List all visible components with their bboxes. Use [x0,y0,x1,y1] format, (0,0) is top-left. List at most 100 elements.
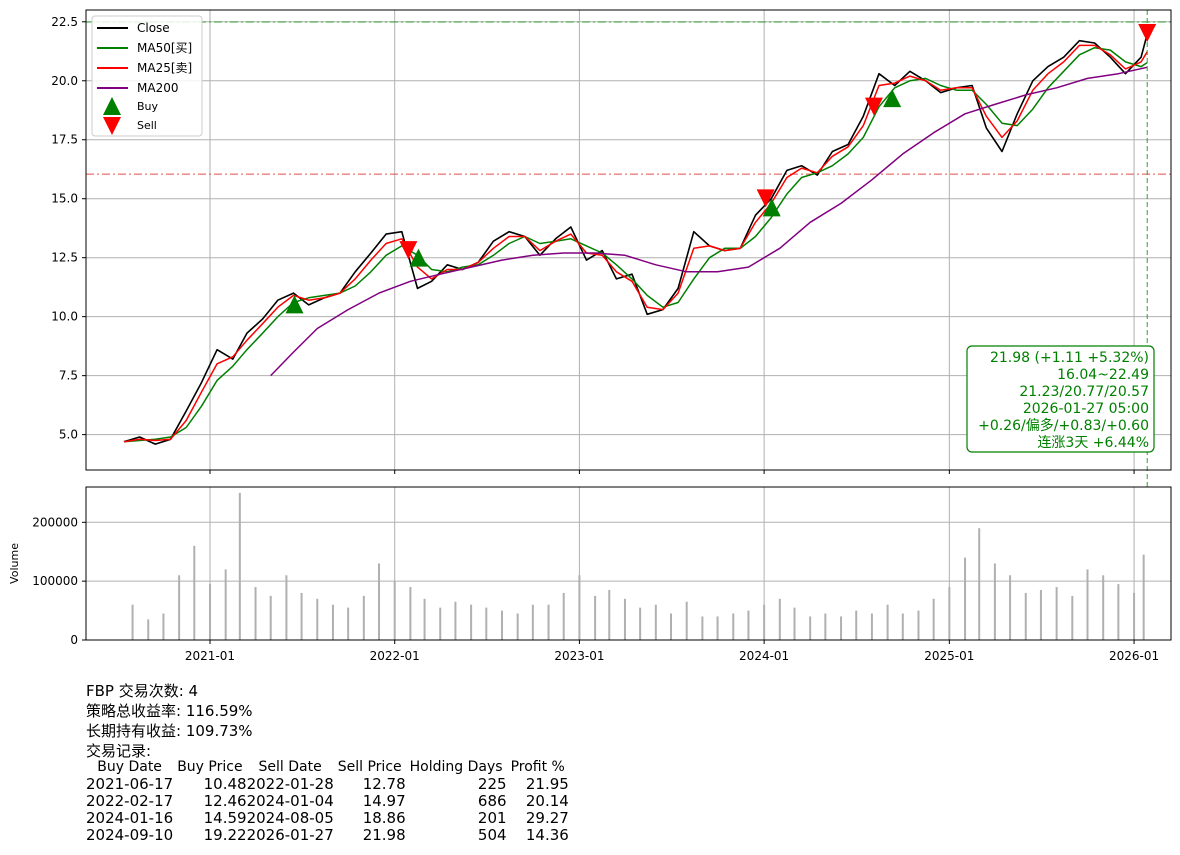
volume-bar [269,595,272,640]
volume-bar [1039,589,1042,640]
volume-bar [932,598,935,640]
volume-axis-label: Volume [8,543,21,584]
volume-bar [948,587,951,640]
volume-bar [285,575,288,640]
volume-bar [238,492,241,640]
volume-y-tick-label: 0 [70,633,78,647]
volume-bar [254,587,257,640]
volume-bar [1055,587,1058,640]
annotation-line: 21.23/20.77/20.57 [1019,384,1149,400]
volume-bar [470,604,473,640]
volume-bar [840,616,843,640]
volume-bar [639,607,642,640]
volume-bar [1086,569,1089,640]
volume-bar [393,581,396,640]
x-tick-label: 2026-01 [1109,649,1159,663]
annotation-line: 连涨3天 +6.44% [1037,435,1149,451]
volume-bar [1071,595,1074,640]
legend-sell-marker [103,117,121,135]
volume-bar [193,545,196,640]
cell-sell-date: 2026-01-27 [246,826,334,844]
x-tick-label: 2023-01 [554,649,604,663]
series-line-ma25 [123,44,1148,443]
cell-buy-price: 14.59 [203,809,247,827]
cell-profit: 20.14 [525,792,569,810]
volume-bar [162,613,165,640]
annotation-line: 21.98 (+1.11 +5.32%) [990,350,1149,366]
legend-label: Buy [137,100,159,113]
volume-bar [1024,592,1027,640]
volume-bar [454,601,457,640]
cell-sell-price: 21.98 [362,826,406,844]
volume-bar [316,598,319,640]
summary-block: FBP 交易次数: 4 策略总收益率: 116.59% 长期持有收益: 109.… [86,681,253,761]
volume-bar [500,610,503,640]
cell-holding-days: 225 [477,775,507,793]
y-tick-label: 7.5 [59,369,78,383]
volume-bar [993,563,996,640]
cell-profit: 29.27 [525,809,569,827]
volume-bar [531,604,534,640]
cell-buy-price: 19.22 [203,826,247,844]
volume-bar [131,604,134,640]
cell-sell-price: 18.86 [362,809,406,827]
volume-bar [300,592,303,640]
sell-marker [399,241,418,260]
volume-bar [701,616,704,640]
y-tick-label: 17.5 [51,133,78,147]
volume-bar [378,563,381,640]
table-row: 2022-02-17 12.46 2024-01-04 14.97 686 20… [86,793,569,810]
y-tick-label: 20.0 [51,74,78,88]
legend-label: Sell [137,119,157,132]
volume-bar [964,557,967,640]
col-sell-date: Sell Date [258,759,322,775]
volume-plot-area [86,487,1171,640]
volume-bar [224,569,227,640]
volume-bar [1102,575,1105,640]
cell-holding-days: 504 [477,826,507,844]
price-plot-frame [85,9,1172,471]
legend-buy-marker [103,97,121,115]
info-annotation-box [966,345,1155,453]
y-tick-label: 10.0 [51,310,78,324]
volume-bar [1133,592,1136,640]
volume-bar [362,595,365,640]
chart-figure: 5.0 7.5 10.0 12.5 15.0 17.5 20.0 22.5 Close MA50[… [8,9,1172,663]
volume-bar [685,601,688,640]
volume-bar [978,528,981,640]
table-row: 2024-01-16 14.59 2024-08-05 18.86 201 29… [86,810,569,827]
volume-bar [670,613,673,640]
buy-marker [409,248,428,267]
volume-bar [824,613,827,640]
cell-profit: 21.95 [525,775,569,793]
col-sell-price: Sell Price [337,759,402,775]
volume-bar [516,613,519,640]
volume-bar [732,613,735,640]
cell-sell-date: 2022-01-28 [246,775,334,793]
y-tick-label: 15.0 [51,192,78,206]
volume-bar [485,607,488,640]
volume-bar [608,589,611,640]
cell-sell-date: 2024-08-05 [246,809,334,827]
cell-holding-days: 201 [477,809,507,827]
trade-records-table: Buy Date Buy Price Sell Date Sell Price … [86,758,569,844]
volume-bar [870,613,873,640]
col-holding-days: Holding Days [409,759,503,775]
volume-bar [654,604,657,640]
volume-bar [178,575,181,640]
cell-buy-date: 2024-09-10 [86,826,174,844]
volume-bar [917,610,920,640]
x-tick-label: 2025-01 [924,649,974,663]
volume-bar [347,607,350,640]
volume-bar [331,604,334,640]
volume-plot-frame [85,486,1172,641]
table-row: 2024-09-10 19.22 2026-01-27 21.98 504 14… [86,827,569,844]
buy-marker [762,198,781,217]
volume-bar [562,592,565,640]
y-tick-label: 5.0 [59,428,78,442]
cell-sell-price: 14.97 [362,792,406,810]
x-tick-label: 2024-01 [739,649,789,663]
annotation-line: 16.04~22.49 [1057,367,1149,383]
sell-marker [1138,24,1157,43]
annotation-line: +0.26/偏多/+0.83/+0.60 [978,417,1149,434]
